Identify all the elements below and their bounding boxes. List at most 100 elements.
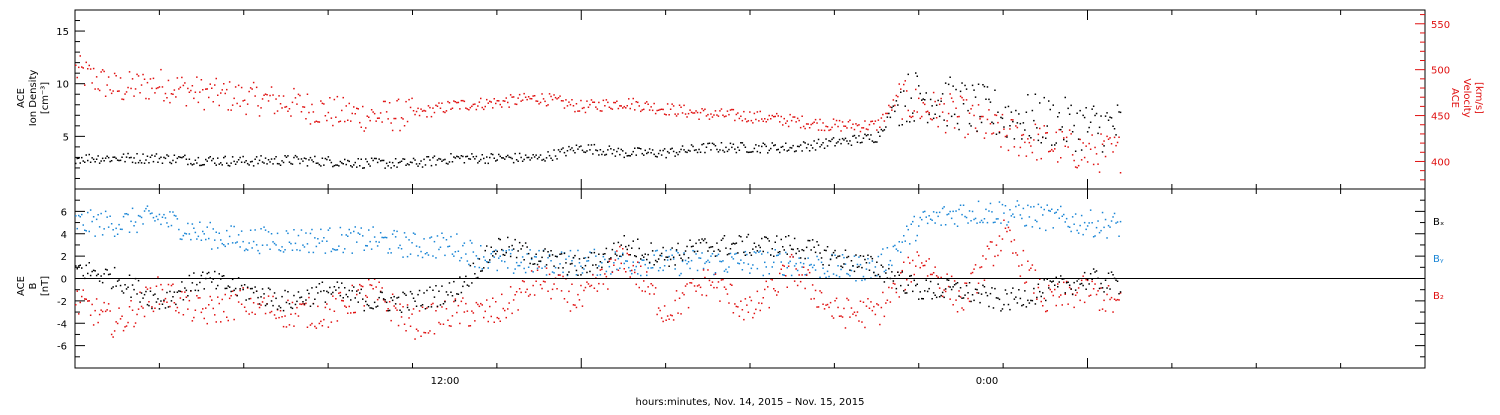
velocity-point	[1003, 128, 1005, 130]
bz-point	[415, 328, 418, 330]
bz-point	[958, 290, 960, 292]
density-point	[1016, 122, 1019, 124]
bz-point	[826, 303, 829, 306]
bx-point	[844, 249, 847, 251]
velocity-point	[524, 96, 527, 98]
density-point	[106, 155, 108, 157]
density-point	[303, 157, 306, 159]
by-point	[1098, 231, 1101, 234]
bx-point	[336, 281, 339, 283]
velocity-point	[188, 91, 191, 93]
bx-point	[345, 293, 347, 296]
density-point	[152, 160, 155, 163]
bz-point	[363, 305, 365, 307]
by-point	[580, 265, 582, 267]
bx-point	[1079, 283, 1081, 285]
velocity-point	[768, 114, 770, 117]
bz-point	[344, 305, 346, 307]
bx-point	[426, 289, 428, 292]
density-point	[1052, 104, 1054, 106]
by-point	[78, 214, 80, 217]
bz-point	[810, 298, 812, 300]
velocity-point	[217, 94, 219, 96]
bx-point	[713, 250, 715, 252]
density-point	[888, 112, 890, 115]
bz-point	[134, 322, 137, 324]
bx-point	[445, 291, 448, 293]
bx-point	[471, 282, 473, 284]
velocity-point	[294, 97, 297, 99]
bx-point	[1054, 284, 1056, 286]
density-point	[986, 86, 989, 88]
bz-point	[964, 282, 966, 284]
bx-point	[128, 274, 131, 276]
velocity-point	[369, 119, 371, 122]
by-point	[272, 241, 274, 243]
bz-point	[811, 284, 814, 286]
density-point	[811, 147, 814, 149]
by-point	[1071, 216, 1074, 218]
velocity-point	[1039, 127, 1041, 130]
velocity-point	[517, 97, 519, 99]
by-point	[1043, 208, 1045, 211]
velocity-point	[589, 103, 591, 106]
bx-point	[973, 299, 975, 302]
density-point	[536, 158, 539, 160]
velocity-point	[366, 115, 368, 117]
bz-point	[762, 297, 764, 299]
by-point	[278, 249, 280, 251]
density-point	[454, 157, 457, 159]
bz-point	[1028, 269, 1031, 271]
bz-point	[263, 297, 265, 299]
velocity-point	[258, 115, 261, 117]
bz-point	[285, 326, 288, 328]
bx-point	[668, 265, 670, 267]
bz-point	[517, 309, 519, 311]
by-point	[1009, 209, 1011, 211]
by-point	[293, 229, 295, 231]
bz-point	[916, 251, 918, 253]
velocity-point	[832, 118, 835, 120]
velocity-point	[681, 112, 684, 114]
bx-point	[729, 248, 732, 250]
velocity-point	[145, 97, 147, 100]
by-point	[357, 232, 359, 234]
density-point	[166, 154, 168, 156]
bz-point	[605, 275, 608, 278]
bx-point	[1112, 274, 1114, 276]
bz-point	[1100, 287, 1102, 289]
by-point	[734, 253, 736, 255]
bx-point	[285, 301, 288, 304]
bz-point	[1063, 281, 1065, 284]
b-field-label-line2: B	[28, 282, 39, 289]
bx-point	[959, 287, 962, 289]
bx-point	[820, 257, 823, 259]
velocity-point	[423, 109, 425, 112]
velocity-point	[206, 88, 208, 90]
velocity-point	[512, 96, 515, 98]
by-point	[299, 249, 301, 252]
by-point	[695, 253, 697, 255]
bx-point	[790, 248, 793, 250]
bx-point	[666, 256, 669, 258]
bz-point	[430, 303, 433, 306]
by-point	[699, 257, 702, 259]
bx-point	[874, 274, 877, 277]
velocity-point	[445, 110, 448, 112]
density-point	[1000, 116, 1002, 119]
velocity-point	[1030, 145, 1032, 147]
by-point	[199, 221, 201, 223]
bz-point	[199, 297, 201, 299]
by-point	[465, 253, 467, 255]
by-point	[720, 260, 723, 263]
bx-point	[115, 285, 117, 287]
by-point	[373, 236, 376, 238]
bz-point	[208, 304, 210, 306]
velocity-point	[792, 116, 794, 118]
bx-point	[850, 260, 853, 262]
bx-point	[608, 258, 611, 260]
velocity-point	[666, 103, 669, 105]
bx-point	[318, 283, 321, 285]
bx-point	[424, 308, 427, 310]
velocity-point	[300, 111, 303, 113]
